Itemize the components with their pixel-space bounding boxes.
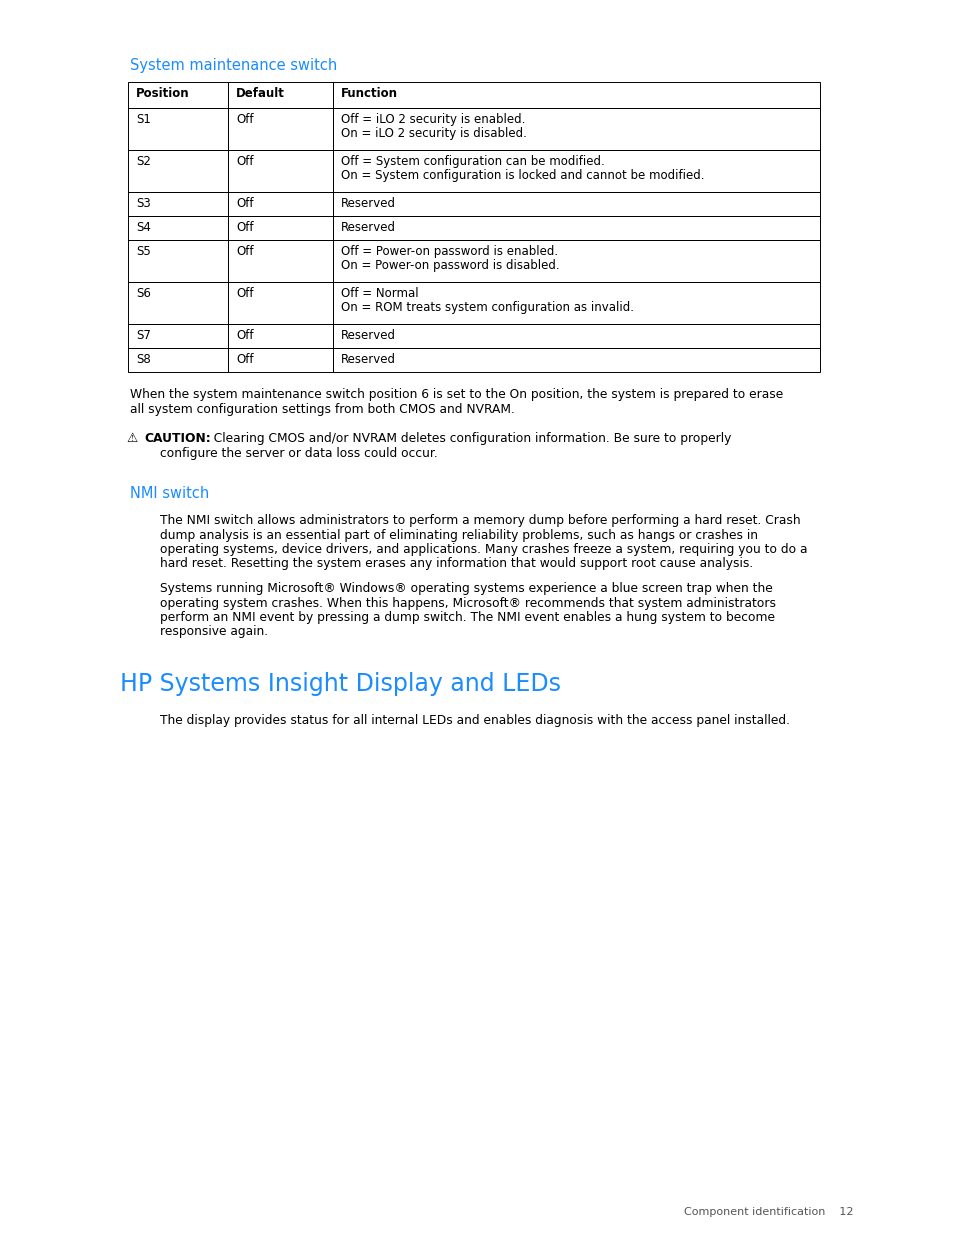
Bar [333,149,820,191]
Bar [228,216,333,240]
Bar [228,191,333,216]
Text: S7: S7 [136,329,151,342]
Text: HP Systems Insight Display and LEDs: HP Systems Insight Display and LEDs [120,672,560,697]
Bar [333,348,820,372]
Bar [128,348,228,372]
Text: Off: Off [235,287,253,300]
Text: Reserved: Reserved [340,198,395,210]
Bar [333,82,820,107]
Text: Reserved: Reserved [340,353,395,366]
Text: dump analysis is an essential part of eliminating reliability problems, such as : dump analysis is an essential part of el… [160,529,758,541]
Text: S2: S2 [136,156,151,168]
Bar [128,216,228,240]
Bar [228,240,333,282]
Text: Off = Normal: Off = Normal [340,287,418,300]
Text: Function: Function [340,86,397,100]
Text: Off: Off [235,198,253,210]
Text: NMI switch: NMI switch [130,487,209,501]
Text: Reserved: Reserved [340,221,395,233]
Text: responsive again.: responsive again. [160,625,268,638]
Bar [228,149,333,191]
Text: S6: S6 [136,287,151,300]
Text: Clearing CMOS and/or NVRAM deletes configuration information. Be sure to properl: Clearing CMOS and/or NVRAM deletes confi… [206,432,731,445]
Text: The display provides status for all internal LEDs and enables diagnosis with the: The display provides status for all inte… [160,714,789,727]
Bar [128,149,228,191]
Text: On = System configuration is locked and cannot be modified.: On = System configuration is locked and … [340,169,703,183]
Bar [128,240,228,282]
Text: hard reset. Resetting the system erases any information that would support root : hard reset. Resetting the system erases … [160,557,753,571]
Text: Off = Power-on password is enabled.: Off = Power-on password is enabled. [340,245,558,258]
Bar [333,191,820,216]
Bar [128,82,228,107]
Text: S4: S4 [136,221,151,233]
Bar [333,324,820,348]
Text: Off: Off [235,329,253,342]
Text: Default: Default [235,86,285,100]
Text: CAUTION:: CAUTION: [144,432,211,445]
Bar [228,324,333,348]
Text: all system configuration settings from both CMOS and NVRAM.: all system configuration settings from b… [130,403,515,415]
Text: Reserved: Reserved [340,329,395,342]
Text: On = iLO 2 security is disabled.: On = iLO 2 security is disabled. [340,127,526,141]
Text: perform an NMI event by pressing a dump switch. The NMI event enables a hung sys: perform an NMI event by pressing a dump … [160,611,774,624]
Bar [228,82,333,107]
Text: Off = iLO 2 security is enabled.: Off = iLO 2 security is enabled. [340,112,525,126]
Text: Off: Off [235,112,253,126]
Bar [128,324,228,348]
Text: Systems running Microsoft® Windows® operating systems experience a blue screen t: Systems running Microsoft® Windows® oper… [160,582,772,595]
Text: The NMI switch allows administrators to perform a memory dump before performing : The NMI switch allows administrators to … [160,514,800,527]
Text: System maintenance switch: System maintenance switch [130,58,337,73]
Text: On = Power-on password is disabled.: On = Power-on password is disabled. [340,259,559,273]
Text: operating system crashes. When this happens, Microsoft® recommends that system a: operating system crashes. When this happ… [160,597,775,610]
Text: Off: Off [235,353,253,366]
Text: Off: Off [235,156,253,168]
Text: Off: Off [235,221,253,233]
Bar [128,107,228,149]
Text: S5: S5 [136,245,151,258]
Bar [333,240,820,282]
Text: When the system maintenance switch position 6 is set to the On position, the sys: When the system maintenance switch posit… [130,388,782,401]
Text: On = ROM treats system configuration as invalid.: On = ROM treats system configuration as … [340,301,634,315]
Text: Position: Position [136,86,190,100]
Text: operating systems, device drivers, and applications. Many crashes freeze a syste: operating systems, device drivers, and a… [160,543,806,556]
Text: Component identification    12: Component identification 12 [684,1207,853,1216]
Bar [333,216,820,240]
Text: S8: S8 [136,353,151,366]
Bar [128,282,228,324]
Bar [228,282,333,324]
Text: ⚠: ⚠ [126,432,137,445]
Bar [128,191,228,216]
Bar [228,107,333,149]
Text: S3: S3 [136,198,151,210]
Text: Off = System configuration can be modified.: Off = System configuration can be modifi… [340,156,604,168]
Bar [333,107,820,149]
Bar [228,348,333,372]
Text: Off: Off [235,245,253,258]
Text: configure the server or data loss could occur.: configure the server or data loss could … [160,447,437,459]
Text: S1: S1 [136,112,151,126]
Bar [333,282,820,324]
